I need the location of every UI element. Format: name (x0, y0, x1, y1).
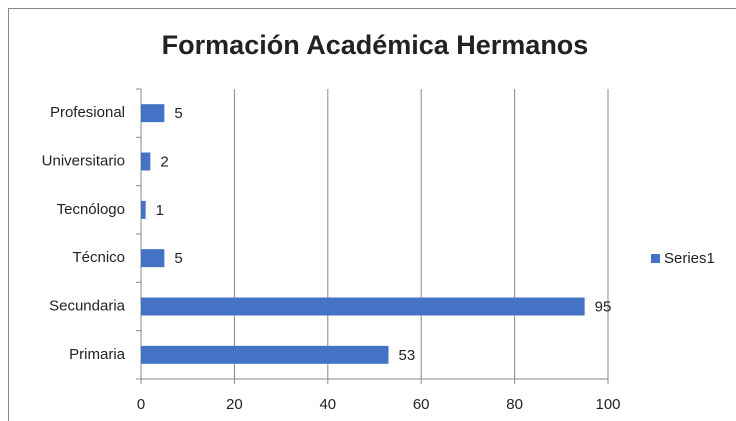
x-tick-label: 0 (137, 396, 145, 413)
x-tick-label: 40 (319, 396, 336, 413)
data-label: 95 (595, 298, 612, 315)
x-tick-label: 20 (226, 396, 243, 413)
data-label: 53 (399, 347, 416, 364)
data-label: 5 (174, 105, 182, 122)
bar (141, 249, 165, 268)
chart-title: Formación Académica Hermanos (162, 30, 589, 60)
data-label: 5 (174, 250, 182, 267)
legend-swatch (651, 254, 660, 263)
bar (141, 104, 165, 123)
y-tick-label: Universitario (42, 152, 125, 169)
x-tick-label: 80 (506, 396, 523, 413)
bar (141, 297, 585, 316)
y-tick-label: Técnico (72, 249, 125, 266)
data-label: 2 (160, 153, 168, 170)
bar (141, 345, 389, 364)
y-tick-label: Profesional (50, 104, 125, 121)
data-label: 1 (156, 202, 164, 219)
legend-label: Series1 (664, 250, 715, 267)
x-tick-label: 60 (413, 396, 430, 413)
chart-border (8, 8, 736, 421)
y-tick-label: Tecnólogo (57, 201, 125, 218)
bar (141, 200, 146, 219)
x-tick-label: 100 (595, 396, 620, 413)
bar (141, 152, 151, 171)
y-tick-label: Primaria (69, 346, 125, 363)
y-tick-label: Secundaria (49, 297, 126, 314)
